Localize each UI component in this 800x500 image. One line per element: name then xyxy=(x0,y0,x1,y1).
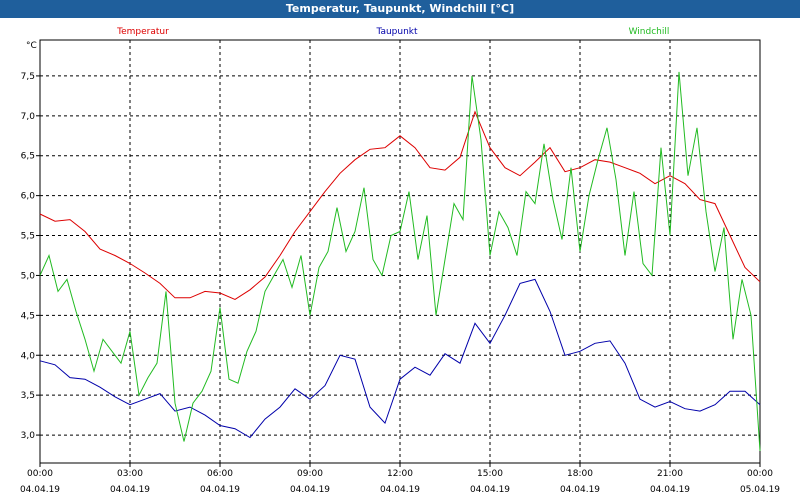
chart-title: Temperatur, Taupunkt, Windchill [°C] xyxy=(285,2,515,15)
x-tick-date-label: 04.04.19 xyxy=(110,485,150,495)
y-axis-ticks: 3,0 3,5 4,0 4,5 5,0 5,5 6,0 6,5 7,0 7,5 xyxy=(21,72,40,441)
x-tick-time-label: 21:00 xyxy=(657,469,683,479)
x-tick-date-label: 05.04.19 xyxy=(740,485,780,495)
x-tick-time-label: 15:00 xyxy=(477,469,503,479)
y-tick-label: 3,5 xyxy=(21,391,35,401)
x-tick-date-label: 04.04.19 xyxy=(200,485,240,495)
y-tick-label: 6,0 xyxy=(21,192,36,202)
x-tick-time-label: 03:00 xyxy=(117,469,143,479)
y-tick-label: 5,5 xyxy=(21,232,35,242)
y-tick-label: 5,0 xyxy=(21,271,36,281)
legend-item-taupunkt: Taupunkt xyxy=(375,27,418,37)
x-tick-date-label: 04.04.19 xyxy=(470,485,510,495)
y-axis-unit: °C xyxy=(26,41,37,51)
series-lines xyxy=(39,71,761,452)
x-tick-time-label: 18:00 xyxy=(567,469,593,479)
series-line-temperatur xyxy=(39,110,761,300)
x-tick-date-label: 04.04.19 xyxy=(290,485,330,495)
x-tick-date-label: 04.04.19 xyxy=(20,485,60,495)
x-axis-ticks: 00:00 04.04.19 03:00 04.04.19 06:00 04.04.19 0… xyxy=(20,463,780,495)
y-tick-label: 7,5 xyxy=(21,72,35,82)
x-tick-date-label: 04.04.19 xyxy=(380,485,420,495)
x-tick-date-label: 04.04.19 xyxy=(560,485,600,495)
x-tick-time-label: 00:00 xyxy=(27,469,53,479)
y-tick-label: 7,0 xyxy=(21,112,36,122)
series-line-windchill xyxy=(39,71,761,452)
y-tick-label: 4,5 xyxy=(21,311,35,321)
chart-title-bar: Temperatur, Taupunkt, Windchill [°C] xyxy=(0,0,800,18)
legend-item-windchill: Windchill xyxy=(629,27,670,37)
series-line-taupunkt xyxy=(39,278,761,439)
legend: Temperatur Taupunkt Windchill xyxy=(116,27,669,37)
x-tick-time-label: 09:00 xyxy=(297,469,323,479)
x-tick-time-label: 06:00 xyxy=(207,469,233,479)
y-tick-label: 6,5 xyxy=(21,152,35,162)
legend-item-temperatur: Temperatur xyxy=(116,27,169,37)
x-tick-time-label: 12:00 xyxy=(387,469,413,479)
x-tick-time-label: 00:00 xyxy=(747,469,773,479)
y-tick-label: 3,0 xyxy=(21,431,36,441)
y-tick-label: 4,0 xyxy=(21,351,36,361)
x-tick-date-label: 04.04.19 xyxy=(650,485,690,495)
